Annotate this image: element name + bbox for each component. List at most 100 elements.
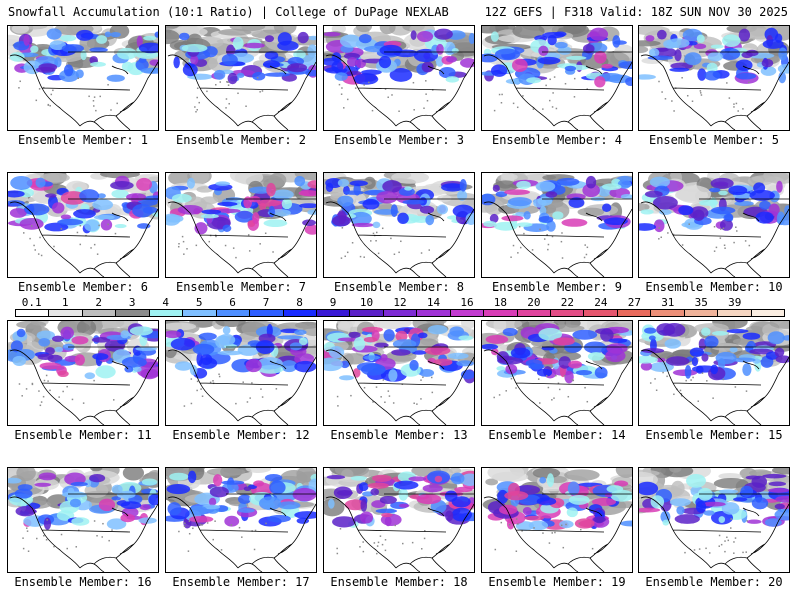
terrain-shade — [373, 321, 412, 330]
snowfall-speck — [391, 94, 393, 96]
snowfall-speck — [539, 228, 541, 231]
snowfall-area — [289, 342, 303, 351]
snowfall-speck — [560, 240, 563, 243]
terrain-shade — [379, 26, 396, 35]
snowfall-area — [167, 502, 182, 516]
snowfall-area — [768, 481, 787, 487]
snowfall-speck — [547, 243, 550, 246]
snowfall-area — [768, 203, 780, 217]
snowfall-speck — [680, 395, 683, 397]
snowfall-area — [383, 329, 395, 342]
snowfall-map — [8, 321, 158, 425]
snowfall-speck — [563, 375, 566, 377]
terrain-shade — [355, 26, 373, 33]
snowfall-speck — [76, 231, 79, 234]
snowfall-area — [74, 354, 85, 366]
snowfall-area — [116, 47, 138, 60]
snowfall-speck — [413, 109, 415, 111]
snowfall-speck — [548, 99, 551, 102]
snowfall-area — [417, 332, 428, 339]
terrain-shade — [577, 207, 605, 217]
snowfall-area — [154, 31, 158, 38]
snowfall-area — [221, 480, 245, 485]
snowfall-speck — [372, 232, 375, 235]
snowfall-speck — [655, 389, 658, 392]
snowfall-area — [774, 347, 785, 357]
snowfall-speck — [75, 546, 78, 548]
snowfall-area — [17, 484, 33, 491]
snowfall-area — [187, 470, 197, 484]
snowfall-area — [111, 496, 122, 501]
snowfall-speck — [49, 105, 51, 107]
snowfall-speck — [518, 225, 521, 228]
snowfall-legend — [15, 309, 785, 317]
snowfall-area — [485, 334, 509, 344]
snowfall-speck — [182, 240, 185, 243]
snowfall-speck — [578, 522, 581, 525]
snowfall-area — [392, 339, 417, 349]
snowfall-area — [70, 481, 88, 487]
snowfall-speck — [49, 389, 51, 392]
coastline-borders — [325, 346, 474, 425]
snowfall-area — [57, 218, 84, 226]
legend-swatch — [718, 310, 752, 316]
snowfall-speck — [29, 237, 31, 240]
snowfall-area — [54, 346, 64, 353]
snowfall-speck — [346, 98, 349, 101]
snowfall-area — [57, 370, 69, 378]
snowfall-area — [759, 200, 771, 210]
snowfall-speck — [77, 529, 80, 532]
snowfall-speck — [551, 399, 553, 401]
snowfall-area — [620, 194, 632, 200]
snowfall-speck — [35, 99, 38, 102]
snowfall-speck — [31, 383, 34, 386]
snowfall-speck — [505, 390, 507, 392]
snowfall-area — [568, 197, 585, 208]
snowfall-speck — [667, 232, 669, 234]
snowfall-area — [264, 51, 279, 60]
snowfall-area — [755, 211, 774, 224]
snowfall-area — [19, 217, 44, 230]
snowfall-map — [482, 173, 632, 277]
snowfall-area — [669, 498, 691, 507]
snowfall-speck — [275, 388, 278, 390]
snowfall-area — [346, 57, 358, 67]
snowfall-area — [402, 199, 425, 205]
snowfall-area — [775, 355, 789, 364]
ensemble-member-label: Ensemble Member: 16 — [14, 575, 152, 589]
snowfall-speck — [733, 552, 735, 554]
snowfall-speck — [93, 243, 96, 246]
ensemble-member-map — [481, 172, 633, 278]
snowfall-speck — [679, 389, 682, 392]
snowfall-area — [458, 335, 474, 341]
snowfall-speck — [62, 390, 64, 393]
ensemble-member-map — [165, 467, 317, 573]
snowfall-area — [537, 56, 561, 65]
snowfall-area — [298, 190, 316, 197]
snowfall-area — [9, 208, 27, 218]
snowfall-speck — [661, 91, 663, 93]
snowfall-area — [139, 504, 151, 511]
snowfall-speck — [671, 100, 673, 102]
snowfall-area — [710, 44, 724, 49]
snowfall-area — [227, 72, 238, 85]
snowfall-area — [389, 68, 413, 82]
snowfall-speck — [181, 235, 184, 238]
legend-swatch — [684, 310, 719, 316]
snowfall-area — [422, 484, 443, 493]
snowfall-speck — [71, 398, 74, 401]
snowfall-speck — [501, 93, 503, 96]
snowfall-area — [507, 197, 532, 207]
snowfall-speck — [423, 107, 425, 109]
snowfall-speck — [583, 256, 586, 259]
snowfall-speck — [719, 237, 722, 239]
snowfall-area — [489, 213, 499, 223]
snowfall-area — [60, 326, 74, 340]
snowfall-speck — [745, 551, 747, 553]
snowfall-speck — [198, 101, 200, 104]
snowfall-area — [380, 353, 388, 362]
snowfall-area — [504, 189, 530, 195]
snowfall-area — [340, 360, 350, 369]
snowfall-area — [361, 326, 383, 333]
snowfall-area — [79, 189, 100, 203]
